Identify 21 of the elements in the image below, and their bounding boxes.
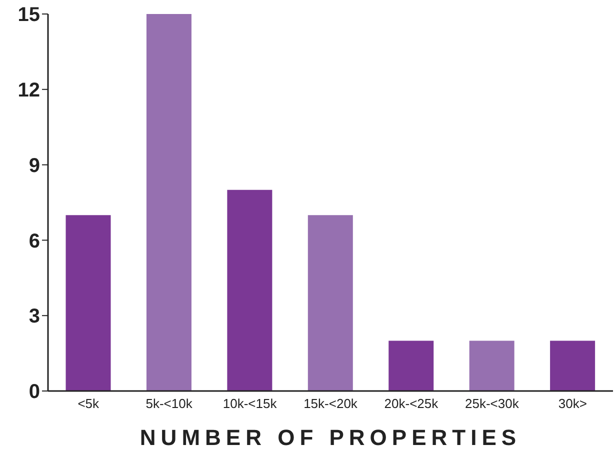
x-axis-title: NUMBER OF PROPERTIES (140, 425, 522, 450)
y-tick-label: 12 (18, 80, 40, 102)
x-tick-label: 25k-<30k (465, 396, 520, 412)
x-tick-label: 15k-<20k (304, 396, 358, 412)
bar (469, 340, 514, 391)
bar (66, 215, 111, 391)
y-tick-label: 3 (28, 306, 40, 328)
bar (227, 190, 272, 391)
x-tick-label: 10k-<15k (222, 396, 278, 412)
y-tick-label: 15 (18, 4, 40, 26)
x-tick-label: <5k (78, 396, 100, 412)
bar (308, 215, 353, 391)
y-tick-label: 9 (28, 154, 40, 177)
bar (388, 340, 434, 391)
x-tick-label: 30k> (558, 396, 587, 412)
bar (146, 14, 192, 391)
x-tick-label: 5k-<10k (146, 396, 193, 412)
y-tick-label: 0 (28, 381, 40, 404)
x-tick-label: 20k-<25k (384, 396, 439, 412)
bar (550, 340, 596, 391)
y-tick-label: 6 (28, 230, 40, 252)
